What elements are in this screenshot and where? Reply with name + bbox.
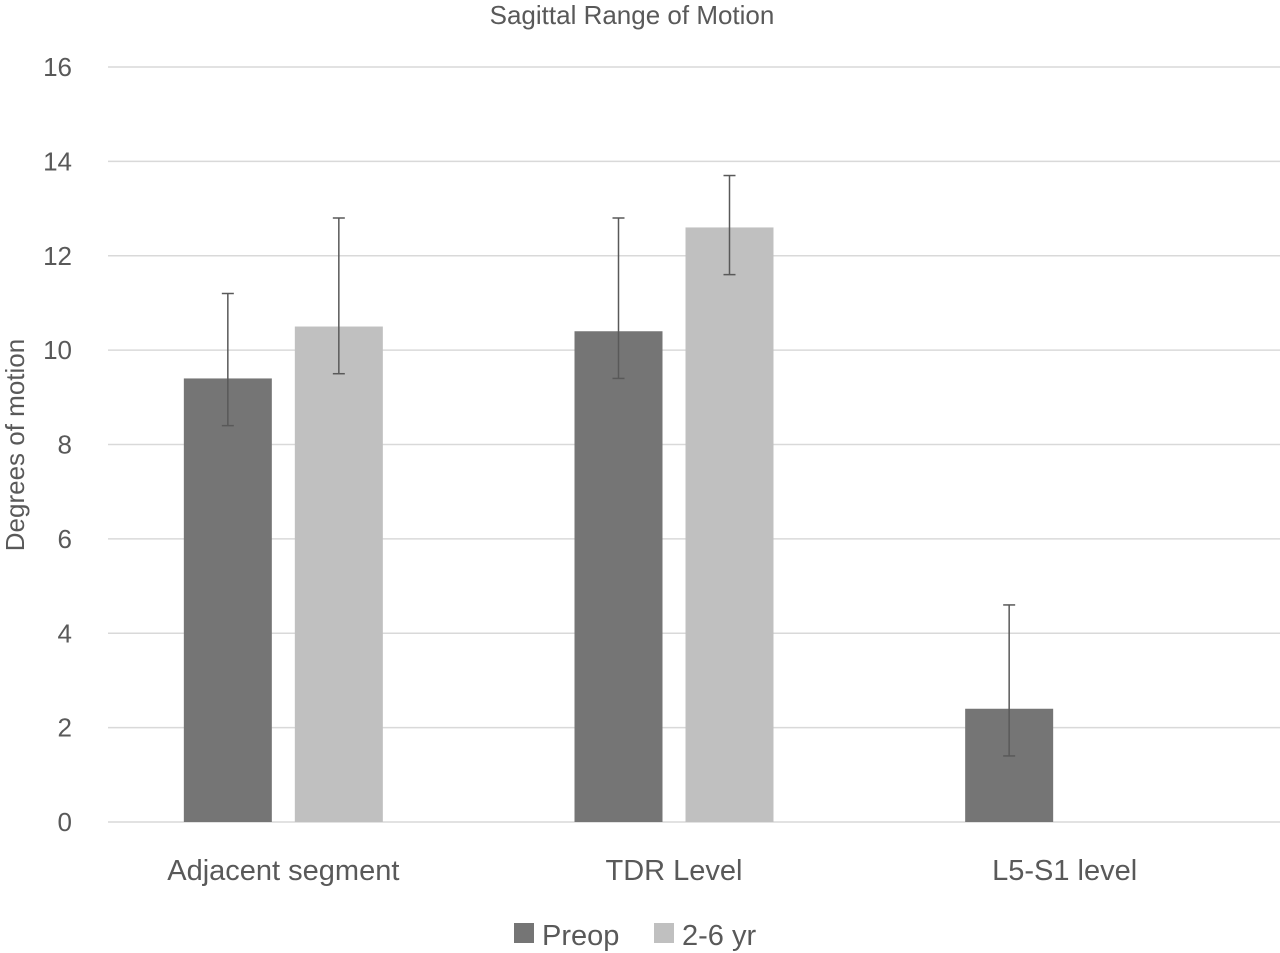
x-tick-label: L5-S1 level [992,855,1137,887]
chart-title: Sagittal Range of Motion [490,0,775,30]
bar [685,227,774,822]
x-tick-label: TDR Level [606,855,743,887]
bars [183,227,1054,822]
y-axis-label: Degrees of motion [0,339,30,551]
legend-label: 2-6 yr [682,920,756,952]
y-tick-label: 2 [58,713,72,743]
y-tick-label: 14 [43,146,72,176]
y-tick-label: 8 [58,430,72,460]
y-tick-label: 0 [58,807,72,837]
x-tick-labels: Adjacent segment TDR Level L5-S1 level [167,855,1137,887]
legend-swatch [514,923,534,943]
y-tick-label: 16 [43,52,72,82]
x-tick-label: Adjacent segment [167,855,399,887]
legend-swatch [654,923,674,943]
bar [574,331,663,822]
y-tick-label: 12 [43,241,72,271]
y-tick-labels: 0 2 4 6 8 10 12 14 16 [43,52,72,837]
y-tick-label: 10 [43,335,72,365]
error-bars [221,174,1016,757]
legend: Preop 2-6 yr [514,920,756,952]
bar [183,378,272,822]
legend-label: Preop [542,920,619,952]
bar [294,326,383,822]
y-tick-label: 6 [58,524,72,554]
y-tick-label: 4 [58,618,72,648]
